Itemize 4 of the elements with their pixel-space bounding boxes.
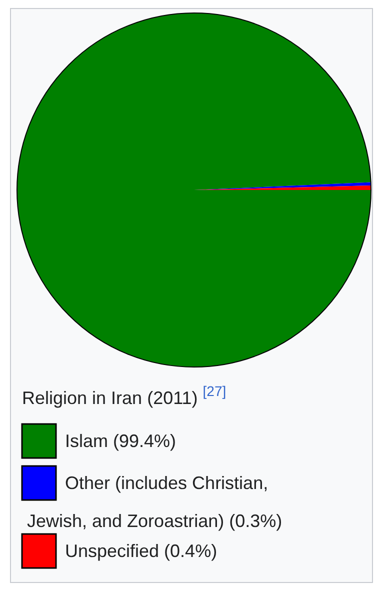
text: Religion in Iran (2011) $^{[27]}$: [22, 383, 226, 408]
legend-label: Other (includes Christian, Jewish, and Zoroastrian) (0.3%): [22, 473, 282, 531]
legend-label: Unspecified (0.4%): [65, 541, 218, 561]
legend-label: Islam (99.4%): [65, 431, 176, 451]
